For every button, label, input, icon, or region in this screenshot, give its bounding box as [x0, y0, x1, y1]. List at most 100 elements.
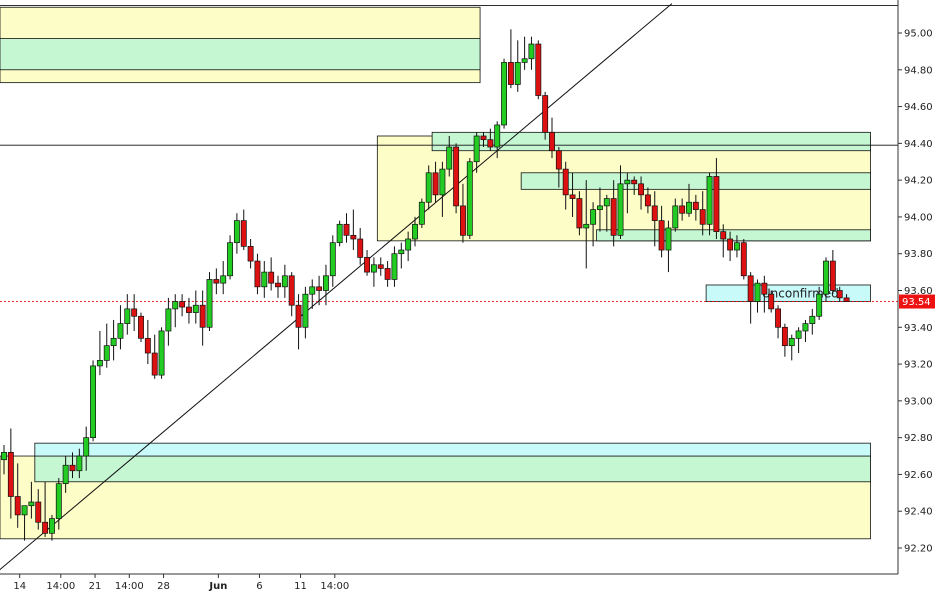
candle	[651, 191, 658, 247]
candle	[466, 158, 473, 239]
candle-body	[651, 205, 658, 221]
candle	[446, 136, 453, 177]
candle-body	[501, 62, 508, 126]
candle-body	[699, 209, 706, 225]
candle-body	[720, 231, 727, 240]
candle	[316, 275, 323, 306]
candle-body	[350, 234, 357, 240]
candle-body	[672, 205, 679, 229]
candle-body	[295, 304, 302, 328]
candle-body	[816, 293, 823, 317]
candle-body	[172, 301, 179, 310]
x-tick-label: Jun	[208, 581, 227, 592]
candle-body	[658, 220, 665, 251]
y-tick-label: 94.80	[904, 65, 933, 76]
candle	[473, 132, 480, 173]
candle	[343, 213, 350, 243]
candle	[76, 448, 83, 479]
candle-body	[638, 183, 645, 196]
candle-body	[439, 168, 446, 196]
candle	[425, 165, 432, 210]
candle	[829, 250, 836, 295]
candle-body	[186, 306, 192, 313]
candle-body	[309, 286, 316, 295]
candle	[309, 279, 316, 309]
candle-body	[1, 452, 7, 461]
candle-body	[480, 135, 487, 141]
candle	[1, 445, 7, 475]
demand-zone	[0, 38, 481, 71]
candle-body	[131, 308, 138, 317]
candle	[35, 489, 42, 530]
candle	[227, 235, 233, 280]
candle-body	[768, 293, 775, 310]
candle	[733, 235, 740, 258]
candle	[158, 327, 165, 379]
candle-body	[665, 227, 672, 251]
candle-body	[35, 501, 42, 523]
candle-body	[549, 131, 555, 152]
candle	[69, 452, 76, 479]
candle-body	[836, 290, 843, 299]
candle	[90, 360, 96, 442]
candle-body	[843, 297, 850, 302]
candle-body	[679, 205, 686, 214]
candle-body	[14, 496, 21, 516]
candle-body	[727, 238, 734, 251]
candle	[432, 161, 439, 203]
candle-body	[261, 271, 268, 288]
candle	[507, 29, 514, 89]
candle-body	[76, 455, 83, 472]
candle-body	[220, 275, 227, 284]
candle-body	[370, 264, 377, 273]
candle-body	[240, 220, 247, 247]
candle	[254, 253, 261, 295]
candle-body	[179, 301, 186, 308]
candle	[233, 213, 240, 254]
candle-body	[268, 271, 275, 284]
candle	[405, 231, 412, 262]
candle-body	[583, 223, 590, 229]
candle	[610, 180, 617, 247]
candle-body	[364, 257, 371, 273]
candle	[336, 220, 343, 247]
candle-body	[213, 279, 220, 284]
candle-body	[624, 179, 631, 185]
candle-body	[357, 238, 364, 258]
candle	[21, 505, 28, 541]
candle-body	[569, 194, 576, 199]
candle	[453, 143, 460, 214]
candle	[28, 481, 35, 519]
candle	[199, 290, 206, 346]
candles-layer	[1, 29, 850, 541]
candle	[391, 246, 398, 287]
candle	[781, 323, 788, 357]
candle	[802, 319, 809, 342]
candle	[576, 191, 583, 236]
candle-body	[535, 43, 542, 96]
candle	[398, 242, 405, 269]
candle-body	[596, 205, 603, 210]
candle	[590, 202, 597, 247]
candle	[412, 216, 418, 247]
candle	[480, 132, 487, 148]
candle	[720, 224, 727, 258]
y-tick-label: 93.40	[904, 323, 933, 334]
y-tick-label: 92.60	[904, 470, 933, 481]
candle	[377, 257, 384, 276]
candle-body	[7, 452, 14, 497]
candle-body	[823, 260, 829, 295]
candle-body	[138, 315, 144, 339]
candle	[323, 264, 329, 306]
candle	[487, 128, 494, 151]
x-tick-label: 14:00	[46, 581, 75, 592]
candle-body	[610, 198, 617, 236]
candle	[295, 294, 302, 350]
zones-layer: Unconfirmed	[0, 6, 871, 540]
candle	[151, 334, 158, 379]
candle	[281, 264, 288, 298]
candle	[617, 165, 624, 239]
candle	[603, 194, 610, 232]
